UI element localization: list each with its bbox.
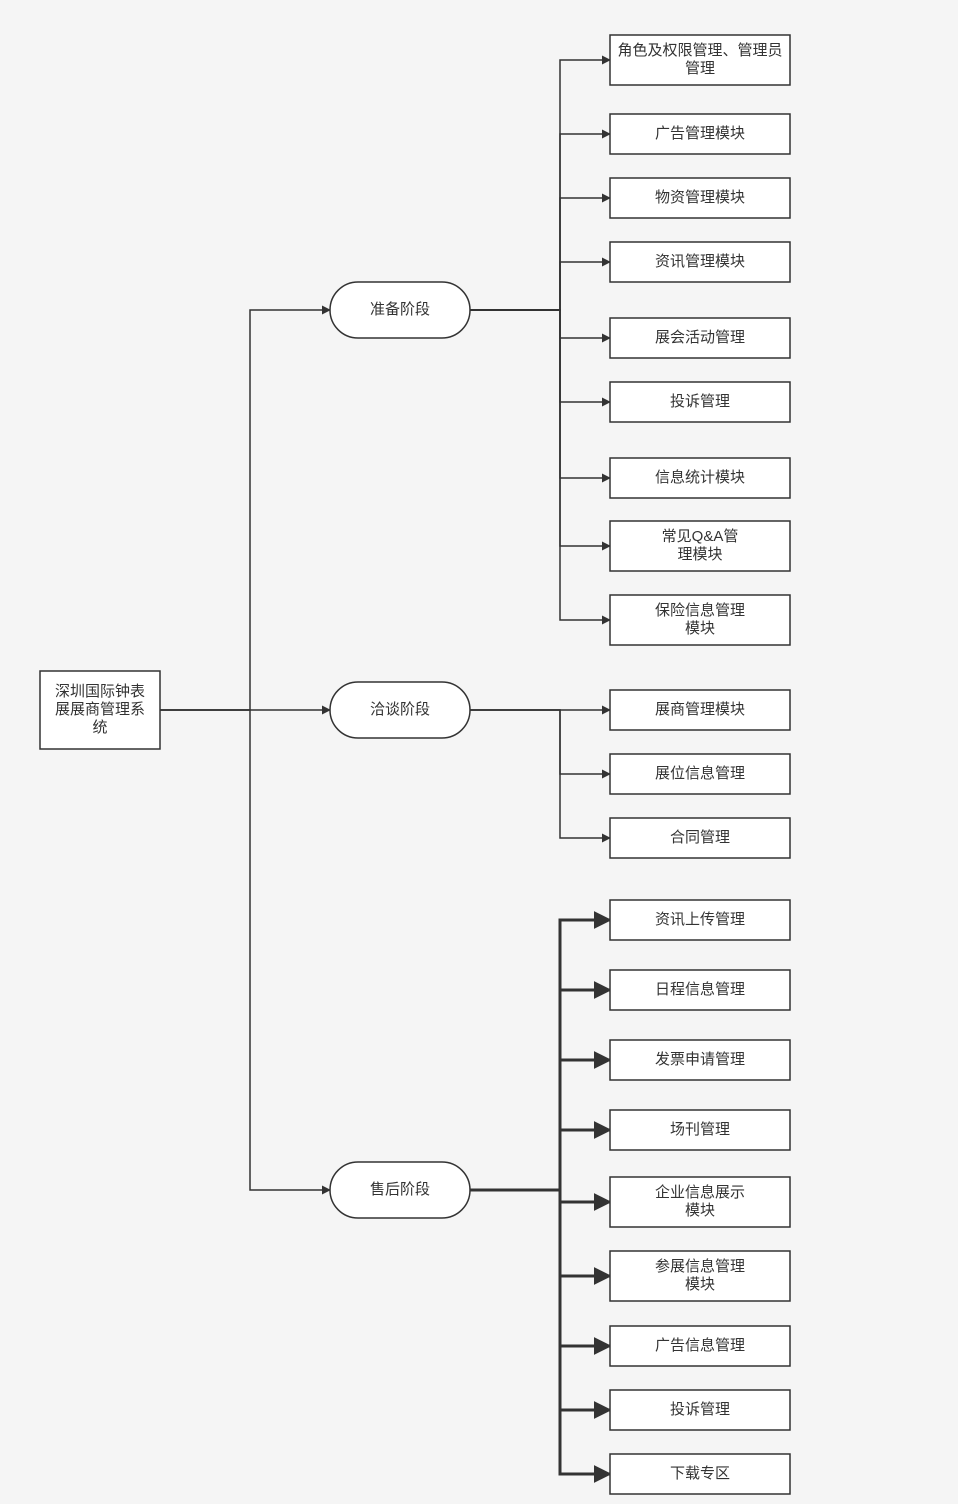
svg-text:模块: 模块 <box>685 620 715 637</box>
edge-phase-to-leaf <box>470 1190 610 1410</box>
p3-c9: 下载专区 <box>610 1454 790 1494</box>
p3-c8: 投诉管理 <box>610 1390 790 1430</box>
edge-phase-to-leaf <box>470 60 610 310</box>
p1-c7: 信息统计模块 <box>610 458 790 498</box>
svg-text:模块: 模块 <box>685 1276 715 1293</box>
edge-phase-to-leaf <box>470 1060 610 1190</box>
edge-phase-to-leaf <box>470 920 610 1190</box>
svg-text:场刊管理: 场刊管理 <box>670 1121 730 1138</box>
p1-c1: 角色及权限管理、管理员管理 <box>610 35 790 85</box>
p3-c3: 发票申请管理 <box>610 1040 790 1080</box>
edge-phase-to-leaf <box>470 1190 610 1202</box>
p2-c3: 合同管理 <box>610 818 790 858</box>
edge-phase-to-leaf <box>470 1190 610 1474</box>
svg-text:广告信息管理: 广告信息管理 <box>655 1337 745 1354</box>
svg-text:合同管理: 合同管理 <box>670 829 730 846</box>
svg-text:参展信息管理: 参展信息管理 <box>655 1258 745 1275</box>
svg-text:统: 统 <box>92 719 107 736</box>
svg-text:深圳国际钟表: 深圳国际钟表 <box>55 683 145 700</box>
p1-c9: 保险信息管理模块 <box>610 595 790 645</box>
p2-c1: 展商管理模块 <box>610 690 790 730</box>
svg-text:企业信息展示: 企业信息展示 <box>655 1183 745 1201</box>
edge-phase-to-leaf <box>470 134 610 310</box>
edge-phase-to-leaf <box>470 310 610 338</box>
phase-prepare: 准备阶段 <box>330 282 470 338</box>
p1-c6: 投诉管理 <box>610 382 790 422</box>
svg-text:日程信息管理: 日程信息管理 <box>655 981 745 998</box>
svg-text:展会活动管理: 展会活动管理 <box>655 329 745 346</box>
svg-text:洽谈阶段: 洽谈阶段 <box>370 701 430 718</box>
root-node: 深圳国际钟表展展商管理系统 <box>40 671 160 749</box>
edge-phase-to-leaf <box>470 310 610 620</box>
svg-text:准备阶段: 准备阶段 <box>370 301 430 318</box>
p1-c8: 常见Q&A管理模块 <box>610 521 790 571</box>
svg-text:展展商管理系: 展展商管理系 <box>55 701 145 718</box>
p3-c1: 资讯上传管理 <box>610 900 790 940</box>
svg-text:管理: 管理 <box>685 60 715 77</box>
svg-text:展位信息管理: 展位信息管理 <box>655 765 745 782</box>
svg-text:投诉管理: 投诉管理 <box>670 393 730 410</box>
svg-text:理模块: 理模块 <box>677 546 722 563</box>
p1-c5: 展会活动管理 <box>610 318 790 358</box>
edge-root-to-phase <box>160 710 330 1190</box>
edge-phase-to-leaf <box>470 1190 610 1346</box>
edge-phase-to-leaf <box>470 310 610 478</box>
edge-phase-to-leaf <box>470 1130 610 1190</box>
svg-text:常见Q&A管: 常见Q&A管 <box>662 528 739 545</box>
edge-phase-to-leaf <box>470 310 610 402</box>
edge-phase-to-leaf <box>470 198 610 310</box>
svg-text:模块: 模块 <box>685 1202 715 1219</box>
phase-after: 售后阶段 <box>330 1162 470 1218</box>
svg-text:角色及权限管理、管理员: 角色及权限管理、管理员 <box>617 42 782 59</box>
svg-text:保险信息管理: 保险信息管理 <box>655 602 745 619</box>
edge-phase-to-leaf <box>470 710 610 774</box>
p3-c6: 参展信息管理模块 <box>610 1251 790 1301</box>
svg-text:投诉管理: 投诉管理 <box>670 1401 730 1418</box>
phase-negotiate: 洽谈阶段 <box>330 682 470 738</box>
svg-text:广告管理模块: 广告管理模块 <box>655 125 745 142</box>
svg-text:资讯管理模块: 资讯管理模块 <box>655 253 745 270</box>
svg-text:物资管理模块: 物资管理模块 <box>655 189 745 206</box>
svg-text:资讯上传管理: 资讯上传管理 <box>655 911 745 928</box>
tree-diagram: 深圳国际钟表展展商管理系统 准备阶段 角色及权限管理、管理员管理广告管理模块物资管理… <box>0 0 958 1504</box>
p3-c7: 广告信息管理 <box>610 1326 790 1366</box>
p3-c5: 企业信息展示模块 <box>610 1177 790 1227</box>
edge-root-to-phase <box>160 310 330 710</box>
edge-phase-to-leaf <box>470 990 610 1190</box>
p2-c2: 展位信息管理 <box>610 754 790 794</box>
svg-text:信息统计模块: 信息统计模块 <box>655 469 745 486</box>
svg-text:展商管理模块: 展商管理模块 <box>655 701 745 718</box>
p3-c4: 场刊管理 <box>610 1110 790 1150</box>
edge-phase-to-leaf <box>470 310 610 546</box>
svg-text:售后阶段: 售后阶段 <box>370 1181 430 1198</box>
svg-text:发票申请管理: 发票申请管理 <box>655 1051 745 1068</box>
p1-c3: 物资管理模块 <box>610 178 790 218</box>
p1-c2: 广告管理模块 <box>610 114 790 154</box>
p3-c2: 日程信息管理 <box>610 970 790 1010</box>
svg-text:下载专区: 下载专区 <box>670 1465 730 1482</box>
p1-c4: 资讯管理模块 <box>610 242 790 282</box>
edge-phase-to-leaf <box>470 262 610 310</box>
